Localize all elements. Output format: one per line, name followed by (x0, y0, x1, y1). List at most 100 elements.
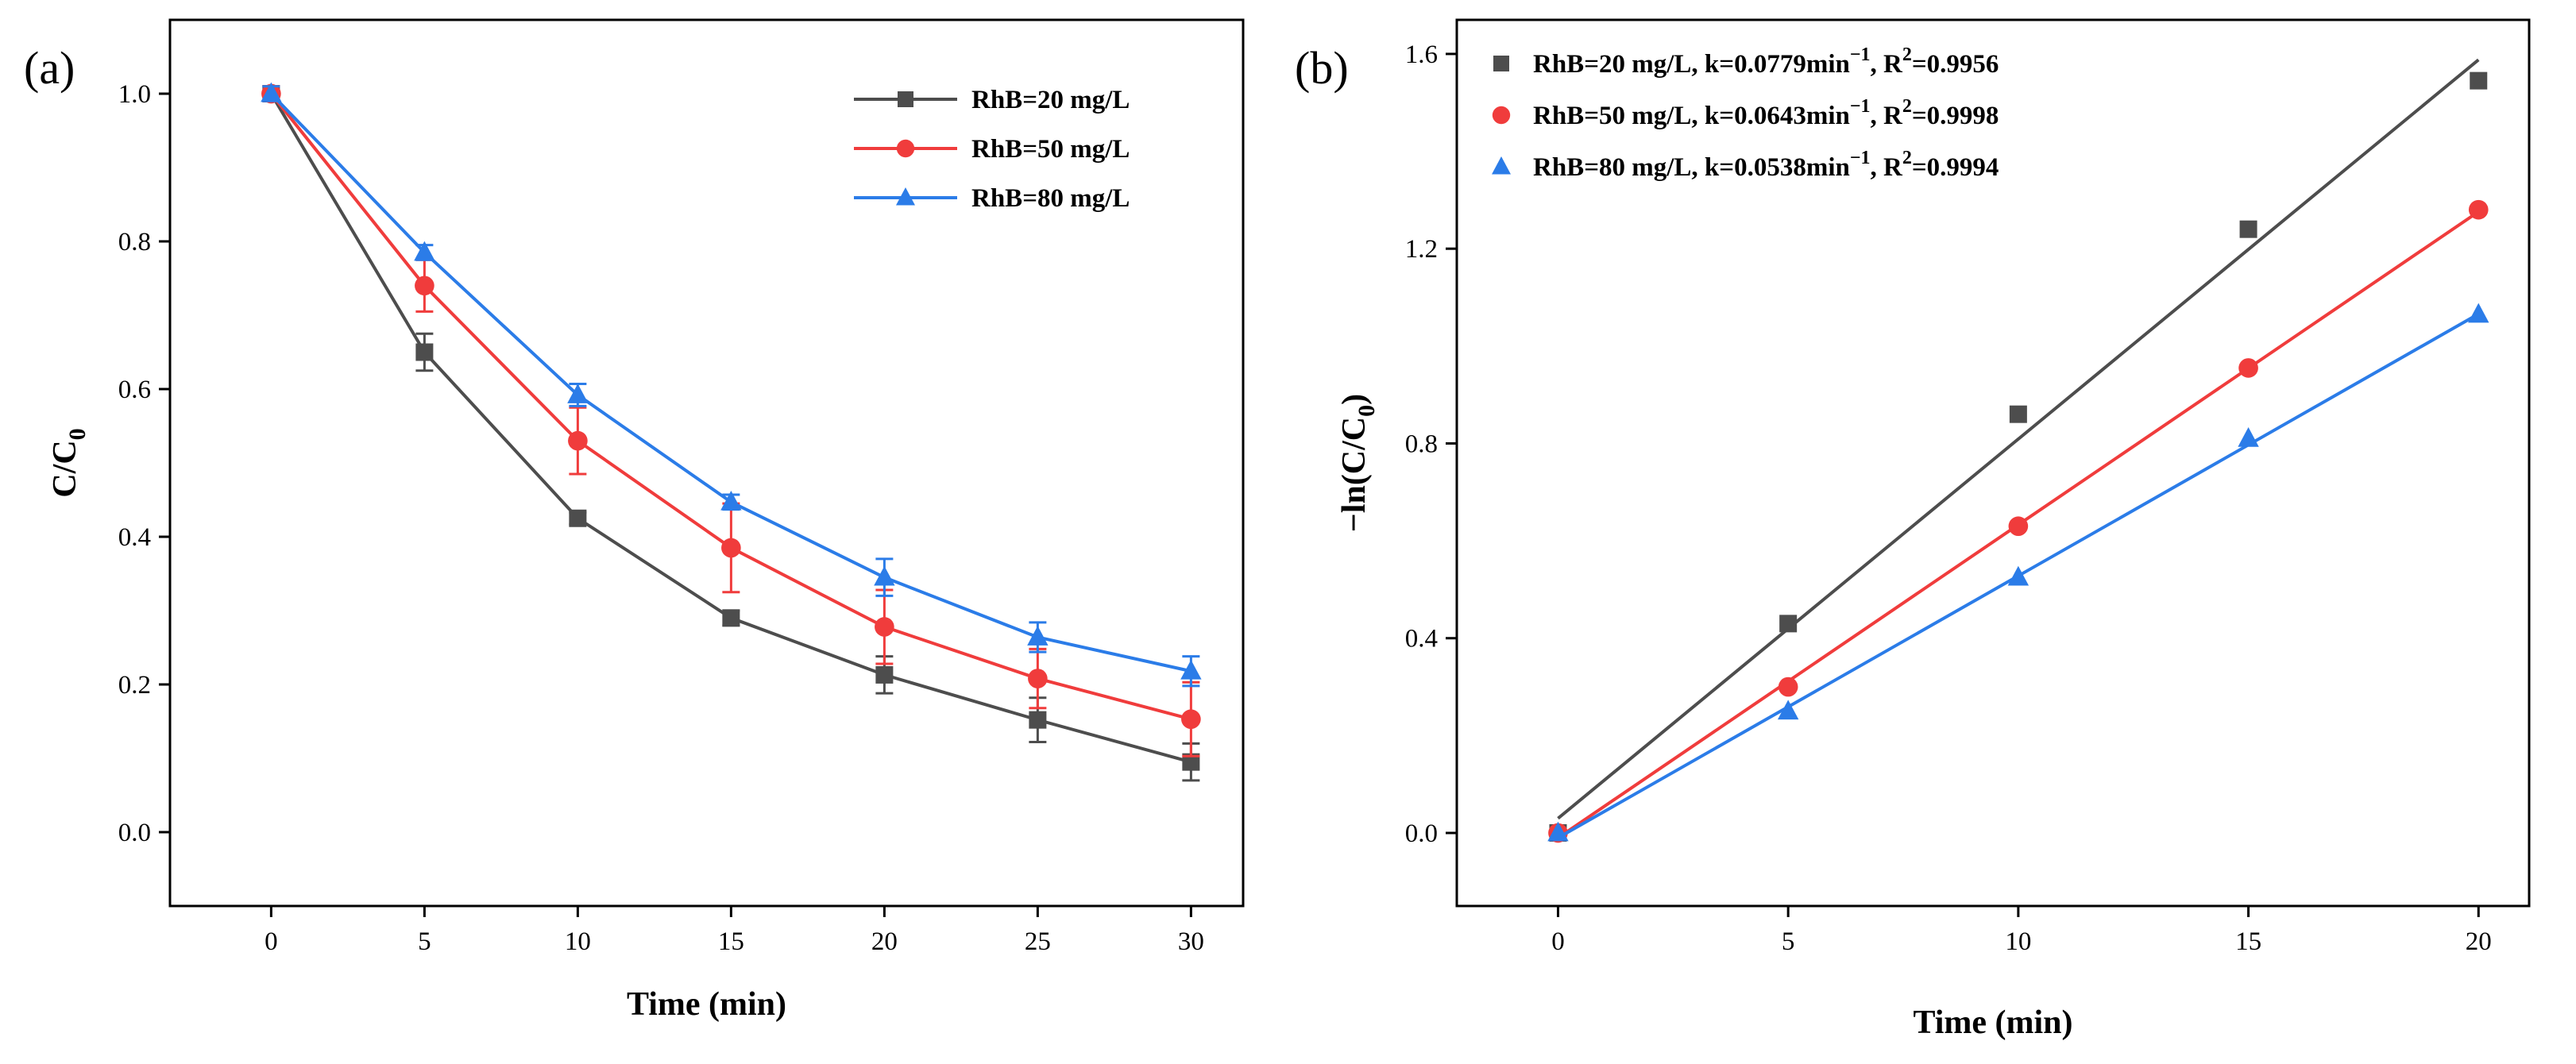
legend-label-tail: =0.9998 (1912, 102, 1999, 130)
data-point (1779, 615, 1798, 633)
legend-label-superscript: −1 (1850, 44, 1871, 65)
axes-frame (168, 18, 1245, 908)
y-tick-label: 0.0 (118, 819, 151, 847)
legend-label-main: RhB=50 mg/L, k=0.0643min (1533, 102, 1850, 130)
legend-marker (1493, 56, 1509, 71)
x-tick-label: 10 (565, 927, 591, 956)
data-point (1181, 709, 1201, 730)
data-point (2008, 516, 2029, 537)
legend-label: RhB=20 mg/L, k=0.0779min−1, R2=0.9956 (1533, 44, 1999, 79)
legend-entry-1: RhB=50 mg/L, k=0.0643min−1, R2=0.9998 (1492, 96, 1999, 130)
data-point (2238, 427, 2259, 447)
legend-entry-0: RhB=20 mg/L, k=0.0779min−1, R2=0.9956 (1493, 44, 1999, 79)
y-tick-label: 0.8 (118, 228, 151, 256)
x-tick-label: 10 (2005, 927, 2031, 956)
legend-label-main: RhB=20 mg/L, k=0.0779min (1533, 50, 1850, 79)
y-axis-title-main: −ln(C/C (1336, 417, 1373, 532)
data-point (722, 609, 740, 627)
data-point (1028, 669, 1048, 688)
legend-label: RhB=50 mg/L (971, 135, 1130, 164)
series-2 (261, 82, 1202, 688)
data-point (2468, 303, 2489, 323)
legend-label-superscript: 2 (1902, 44, 1912, 65)
data-point (1182, 753, 1200, 771)
legend-label-superscript: 2 (1902, 96, 1912, 117)
x-tick-label: 20 (871, 927, 898, 956)
x-axis-title: Time (min) (1913, 1004, 2072, 1041)
data-point (2239, 220, 2257, 238)
panel-label: (a) (24, 42, 75, 94)
series-2 (1547, 303, 2489, 842)
x-axis-title: Time (min) (627, 986, 786, 1023)
data-point (415, 276, 434, 296)
data-point (720, 490, 742, 511)
y-axis-title-end: ) (1336, 394, 1373, 405)
legend-marker (1492, 106, 1511, 125)
legend-label: RhB=20 mg/L (971, 86, 1130, 114)
x-tick-label: 5 (418, 927, 431, 956)
data-point (874, 565, 895, 586)
data-point (2468, 199, 2489, 220)
x-tick-label: 30 (1178, 927, 1204, 956)
legend-label-mid: , R (1871, 102, 1904, 130)
data-point (1778, 677, 1798, 697)
x-tick-label: 0 (265, 927, 278, 956)
y-tick-label: 0.6 (118, 376, 151, 404)
fit-line (1557, 58, 2480, 820)
series-1 (1548, 199, 2489, 843)
data-point (721, 538, 741, 558)
y-tick-label: 1.0 (118, 80, 151, 109)
y-axis-title-subscript: 0 (1354, 405, 1380, 417)
legend-label: RhB=80 mg/L (971, 184, 1130, 213)
axes-frame (1455, 18, 2531, 908)
legend-label-mid: , R (1871, 153, 1904, 182)
y-tick-label: 1.2 (1405, 235, 1438, 264)
legend-marker (896, 187, 915, 206)
x-tick-label: 0 (1551, 927, 1565, 956)
legend-entry-2: RhB=80 mg/L (854, 184, 1130, 213)
x-tick-label: 5 (1782, 927, 1795, 956)
legend-entry-1: RhB=50 mg/L (854, 135, 1130, 164)
data-point (2009, 405, 2027, 423)
panel-label: (b) (1295, 42, 1349, 94)
data-point (568, 430, 588, 451)
legend-label-mid: , R (1871, 50, 1904, 79)
legend-marker (898, 91, 913, 107)
y-axis-title: −ln(C/C0) (1336, 394, 1380, 532)
y-tick-label: 0.4 (1405, 625, 1438, 653)
y-axis-title-subscript: 0 (64, 428, 91, 440)
legend-marker (896, 139, 915, 158)
data-point (1777, 700, 1799, 720)
y-tick-label: 0.2 (118, 671, 151, 700)
y-tick-label: 0.8 (1405, 430, 1438, 458)
legend-entry-2: RhB=80 mg/L, k=0.0538min−1, R2=0.9994 (1492, 148, 1999, 182)
data-point (414, 241, 435, 261)
data-point (569, 509, 587, 527)
data-point (1029, 711, 1047, 729)
legend-entry-0: RhB=20 mg/L (854, 86, 1130, 114)
data-point (1180, 659, 1202, 680)
legend-label: RhB=50 mg/L, k=0.0643min−1, R2=0.9998 (1533, 96, 1999, 130)
legend-label: RhB=80 mg/L, k=0.0538min−1, R2=0.9994 (1533, 148, 1999, 182)
data-point (1547, 821, 1569, 842)
legend-label-superscript: 2 (1902, 148, 1912, 168)
data-point (567, 384, 589, 403)
x-tick-label: 20 (2466, 927, 2492, 956)
chart-panel-a: (a) 0 5 10 15 20 25 30 0.0 0.2 0.4 0.6 0.8 1.0 Time (m… (24, 18, 1245, 1023)
legend-label-tail: =0.9956 (1912, 50, 1999, 79)
y-tick-label: 0.4 (118, 523, 151, 552)
data-point (2238, 358, 2258, 378)
y-axis-title: C/C0 (47, 428, 91, 497)
x-tick-label: 15 (718, 927, 744, 956)
data-point (2007, 565, 2030, 586)
y-tick-label: 1.6 (1405, 40, 1438, 69)
data-point (261, 82, 282, 102)
legend-label-main: RhB=80 mg/L, k=0.0538min (1533, 153, 1850, 182)
legend-label-superscript: −1 (1850, 96, 1871, 117)
x-tick-label: 25 (1025, 927, 1051, 956)
legend-marker (1492, 156, 1511, 175)
x-tick-label: 15 (2235, 927, 2261, 956)
legend-label-superscript: −1 (1850, 148, 1871, 168)
